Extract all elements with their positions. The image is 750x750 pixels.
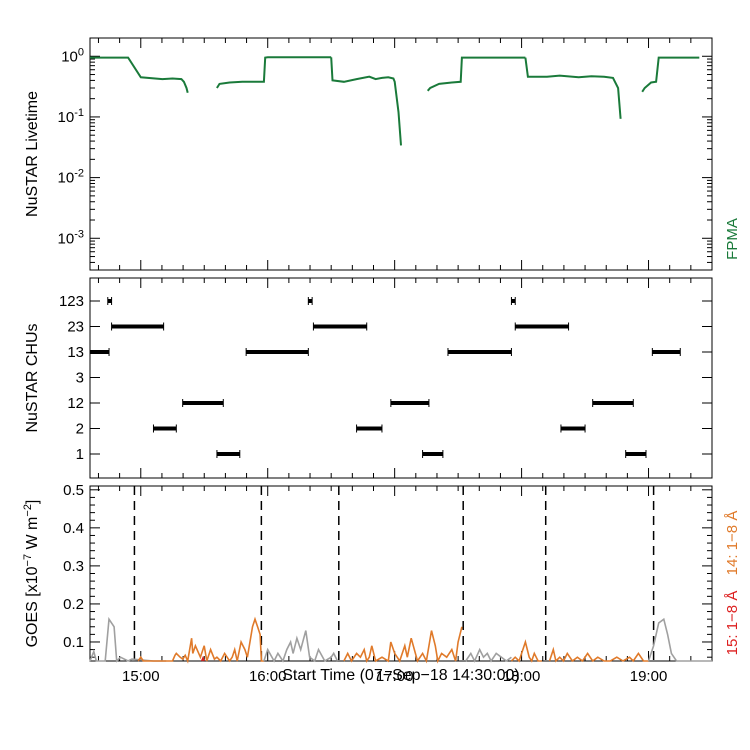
goes15-legend: 15: 1−8 Å: [724, 591, 741, 656]
y-tick-label: 10-3: [58, 228, 84, 247]
livetime-frame: [89, 37, 713, 271]
goes14-line: [510, 639, 542, 663]
livetime-ylabel: NuSTAR Livetime: [24, 91, 41, 217]
y-tick-label: 0.3: [63, 558, 84, 575]
chu-run: [422, 452, 443, 456]
chu-run: [560, 426, 586, 431]
y-tick-label: 1: [76, 446, 84, 463]
chu-run: [592, 401, 634, 405]
goes-series: [89, 616, 712, 664]
y-tick-label: 10-2: [58, 168, 84, 187]
goes-frame: [89, 485, 713, 662]
goes-ylabel-a: GOES [x10: [24, 566, 41, 647]
chu-run: [216, 452, 240, 456]
livetime-line: [90, 56, 189, 94]
y-tick-base: 10: [61, 48, 78, 65]
quiet-line: [263, 630, 339, 663]
x-tick-label: 19:00: [630, 668, 668, 685]
goes14-line: [343, 626, 463, 664]
livetime-line: [330, 57, 402, 146]
goes-panel: 15:00 16:00 17:00 18:00 19:00 0.1 0.2 0.3 0.4 0.5…: [22, 482, 741, 685]
y-tick-exp: -3: [74, 228, 84, 240]
x-tick-label: 18:00: [503, 668, 541, 685]
chu-run: [90, 350, 110, 354]
goes-ylabel: GOES [x10−7 W m−2]: [22, 500, 41, 648]
y-tick-label: 0.1: [63, 634, 84, 651]
quiet-line: [465, 647, 512, 663]
y-tick-label: 100: [61, 46, 84, 65]
goes14-legend: 14: 1−8 Å: [724, 511, 741, 576]
y-tick-exp: -1: [74, 107, 84, 119]
chu-run: [447, 350, 512, 354]
goes-vlines: [133, 486, 655, 661]
x-tick-label: 16:00: [249, 668, 287, 685]
quiet-line: [647, 617, 712, 662]
y-tick-exp: 0: [78, 46, 84, 58]
chu-run: [652, 350, 681, 354]
chu-run: [515, 324, 569, 329]
goes-ylabel-c: ]: [24, 500, 41, 504]
y-tick-label: 12: [67, 395, 84, 412]
y-tick-base: 10: [58, 230, 75, 247]
chu-run: [625, 452, 646, 456]
y-tick-label: 0.2: [63, 596, 84, 613]
livetime-line: [524, 57, 622, 119]
chus-frame: [89, 277, 713, 479]
y-tick-exp: -2: [74, 168, 84, 180]
quiet-line: [89, 616, 167, 663]
fpma-legend: FPMA: [724, 218, 741, 260]
goes-ylabel-b: W m: [24, 517, 41, 554]
chu-run: [390, 401, 429, 405]
goes-ylabel-exp2: −2: [22, 504, 34, 517]
y-tick-label: 10-1: [58, 107, 84, 126]
goes14-line: [548, 646, 649, 663]
y-tick-label: 2: [76, 421, 84, 438]
y-tick-label: 3: [76, 370, 84, 387]
goes-ticks: 15:00 16:00 17:00 18:00 19:00 0.1 0.2 0.3 0.4 0.5: [63, 482, 712, 685]
x-axis-label: Start Time (07−Sep−18 14:30:00): [282, 667, 519, 684]
y-tick-label: 13: [67, 344, 84, 361]
chu-run: [153, 426, 177, 431]
goes-ylabel-exp: −7: [22, 554, 34, 567]
livetime-line: [641, 56, 700, 93]
y-tick-label: 23: [67, 319, 84, 336]
chu-run: [182, 401, 224, 405]
livetime-line: [216, 56, 332, 89]
chu-run: [111, 324, 164, 329]
livetime-line: [426, 56, 526, 92]
chus-series: [89, 297, 681, 458]
chu-run: [313, 324, 367, 329]
chu-run: [246, 350, 309, 354]
goes15-line: [200, 655, 205, 662]
y-tick-label: 0.5: [63, 482, 84, 499]
chus-ylabel: NuSTAR CHUs: [24, 323, 41, 432]
chu-run: [107, 299, 112, 303]
chu-run: [511, 299, 516, 303]
goes14-line: [137, 616, 264, 664]
livetime-series: [90, 56, 700, 146]
x-tick-label: 15:00: [122, 668, 160, 685]
y-tick-base: 10: [58, 109, 75, 126]
chu-run: [356, 426, 382, 431]
y-tick-base: 10: [58, 170, 75, 187]
x-tick-label: 17:00: [376, 668, 414, 685]
chu-run: [308, 299, 313, 303]
y-tick-label: 123: [59, 293, 84, 310]
y-tick-label: 0.4: [63, 520, 84, 537]
